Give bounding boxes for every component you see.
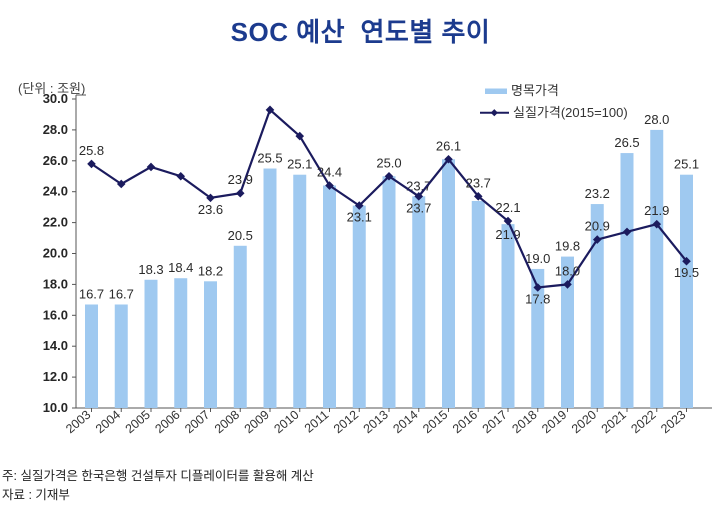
svg-text:2020: 2020 xyxy=(569,408,599,437)
svg-text:22.0: 22.0 xyxy=(43,215,68,230)
svg-text:23.1: 23.1 xyxy=(347,210,372,225)
svg-text:2006: 2006 xyxy=(152,408,182,437)
svg-text:2016: 2016 xyxy=(450,408,480,437)
svg-text:2007: 2007 xyxy=(182,408,212,437)
svg-text:22.1: 22.1 xyxy=(495,200,520,215)
svg-text:2017: 2017 xyxy=(480,408,510,437)
svg-text:명목가격: 명목가격 xyxy=(511,83,559,98)
svg-text:17.8: 17.8 xyxy=(525,291,550,306)
svg-text:2004: 2004 xyxy=(93,408,123,437)
svg-text:19.5: 19.5 xyxy=(674,265,699,280)
svg-text:16.7: 16.7 xyxy=(109,286,134,301)
svg-text:2011: 2011 xyxy=(302,408,332,436)
svg-text:25.0: 25.0 xyxy=(376,155,401,170)
svg-text:2013: 2013 xyxy=(361,408,391,437)
svg-text:2014: 2014 xyxy=(390,408,420,437)
svg-text:23.9: 23.9 xyxy=(228,172,253,187)
svg-text:18.4: 18.4 xyxy=(168,260,193,275)
svg-text:23.7: 23.7 xyxy=(406,200,431,215)
svg-text:24.0: 24.0 xyxy=(43,184,68,199)
svg-text:20.9: 20.9 xyxy=(585,219,610,234)
svg-text:2010: 2010 xyxy=(271,408,301,437)
svg-text:25.1: 25.1 xyxy=(287,157,312,172)
svg-text:24.4: 24.4 xyxy=(317,165,342,180)
svg-text:18.0: 18.0 xyxy=(555,263,580,278)
svg-text:19.0: 19.0 xyxy=(525,251,550,266)
svg-text:28.0: 28.0 xyxy=(43,122,68,137)
svg-text:12.0: 12.0 xyxy=(43,369,68,384)
svg-text:18.2: 18.2 xyxy=(198,263,223,278)
svg-text:19.8: 19.8 xyxy=(555,239,580,254)
svg-text:2005: 2005 xyxy=(123,408,153,437)
svg-text:23.2: 23.2 xyxy=(585,186,610,201)
svg-text:2023: 2023 xyxy=(658,408,688,437)
svg-text:23.6: 23.6 xyxy=(198,202,223,217)
svg-text:21.9: 21.9 xyxy=(644,203,669,218)
svg-text:2022: 2022 xyxy=(628,408,658,437)
svg-text:25.5: 25.5 xyxy=(257,151,282,166)
svg-text:10.0: 10.0 xyxy=(43,400,68,415)
svg-text:2008: 2008 xyxy=(212,408,242,437)
svg-text:26.0: 26.0 xyxy=(43,153,68,168)
svg-text:25.1: 25.1 xyxy=(674,157,699,172)
svg-text:20.5: 20.5 xyxy=(228,228,253,243)
svg-text:23.7: 23.7 xyxy=(466,175,491,190)
svg-text:2015: 2015 xyxy=(420,408,450,437)
svg-text:16.0: 16.0 xyxy=(43,307,68,322)
svg-text:2009: 2009 xyxy=(242,408,272,437)
svg-text:25.8: 25.8 xyxy=(79,143,104,158)
svg-text:2019: 2019 xyxy=(539,408,569,437)
svg-text:16.7: 16.7 xyxy=(79,286,104,301)
svg-text:18.3: 18.3 xyxy=(138,262,163,277)
svg-text:28.0: 28.0 xyxy=(644,112,669,127)
svg-text:26.1: 26.1 xyxy=(436,138,461,153)
svg-text:20.0: 20.0 xyxy=(43,246,68,261)
svg-text:2021: 2021 xyxy=(599,408,629,437)
svg-text:18.0: 18.0 xyxy=(43,276,68,291)
svg-text:30.0: 30.0 xyxy=(43,91,68,106)
svg-text:2012: 2012 xyxy=(331,408,361,437)
svg-text:26.5: 26.5 xyxy=(614,135,639,150)
svg-text:실질가격(2015=100): 실질가격(2015=100) xyxy=(513,105,628,120)
svg-text:14.0: 14.0 xyxy=(43,338,68,353)
svg-text:2018: 2018 xyxy=(509,408,539,437)
